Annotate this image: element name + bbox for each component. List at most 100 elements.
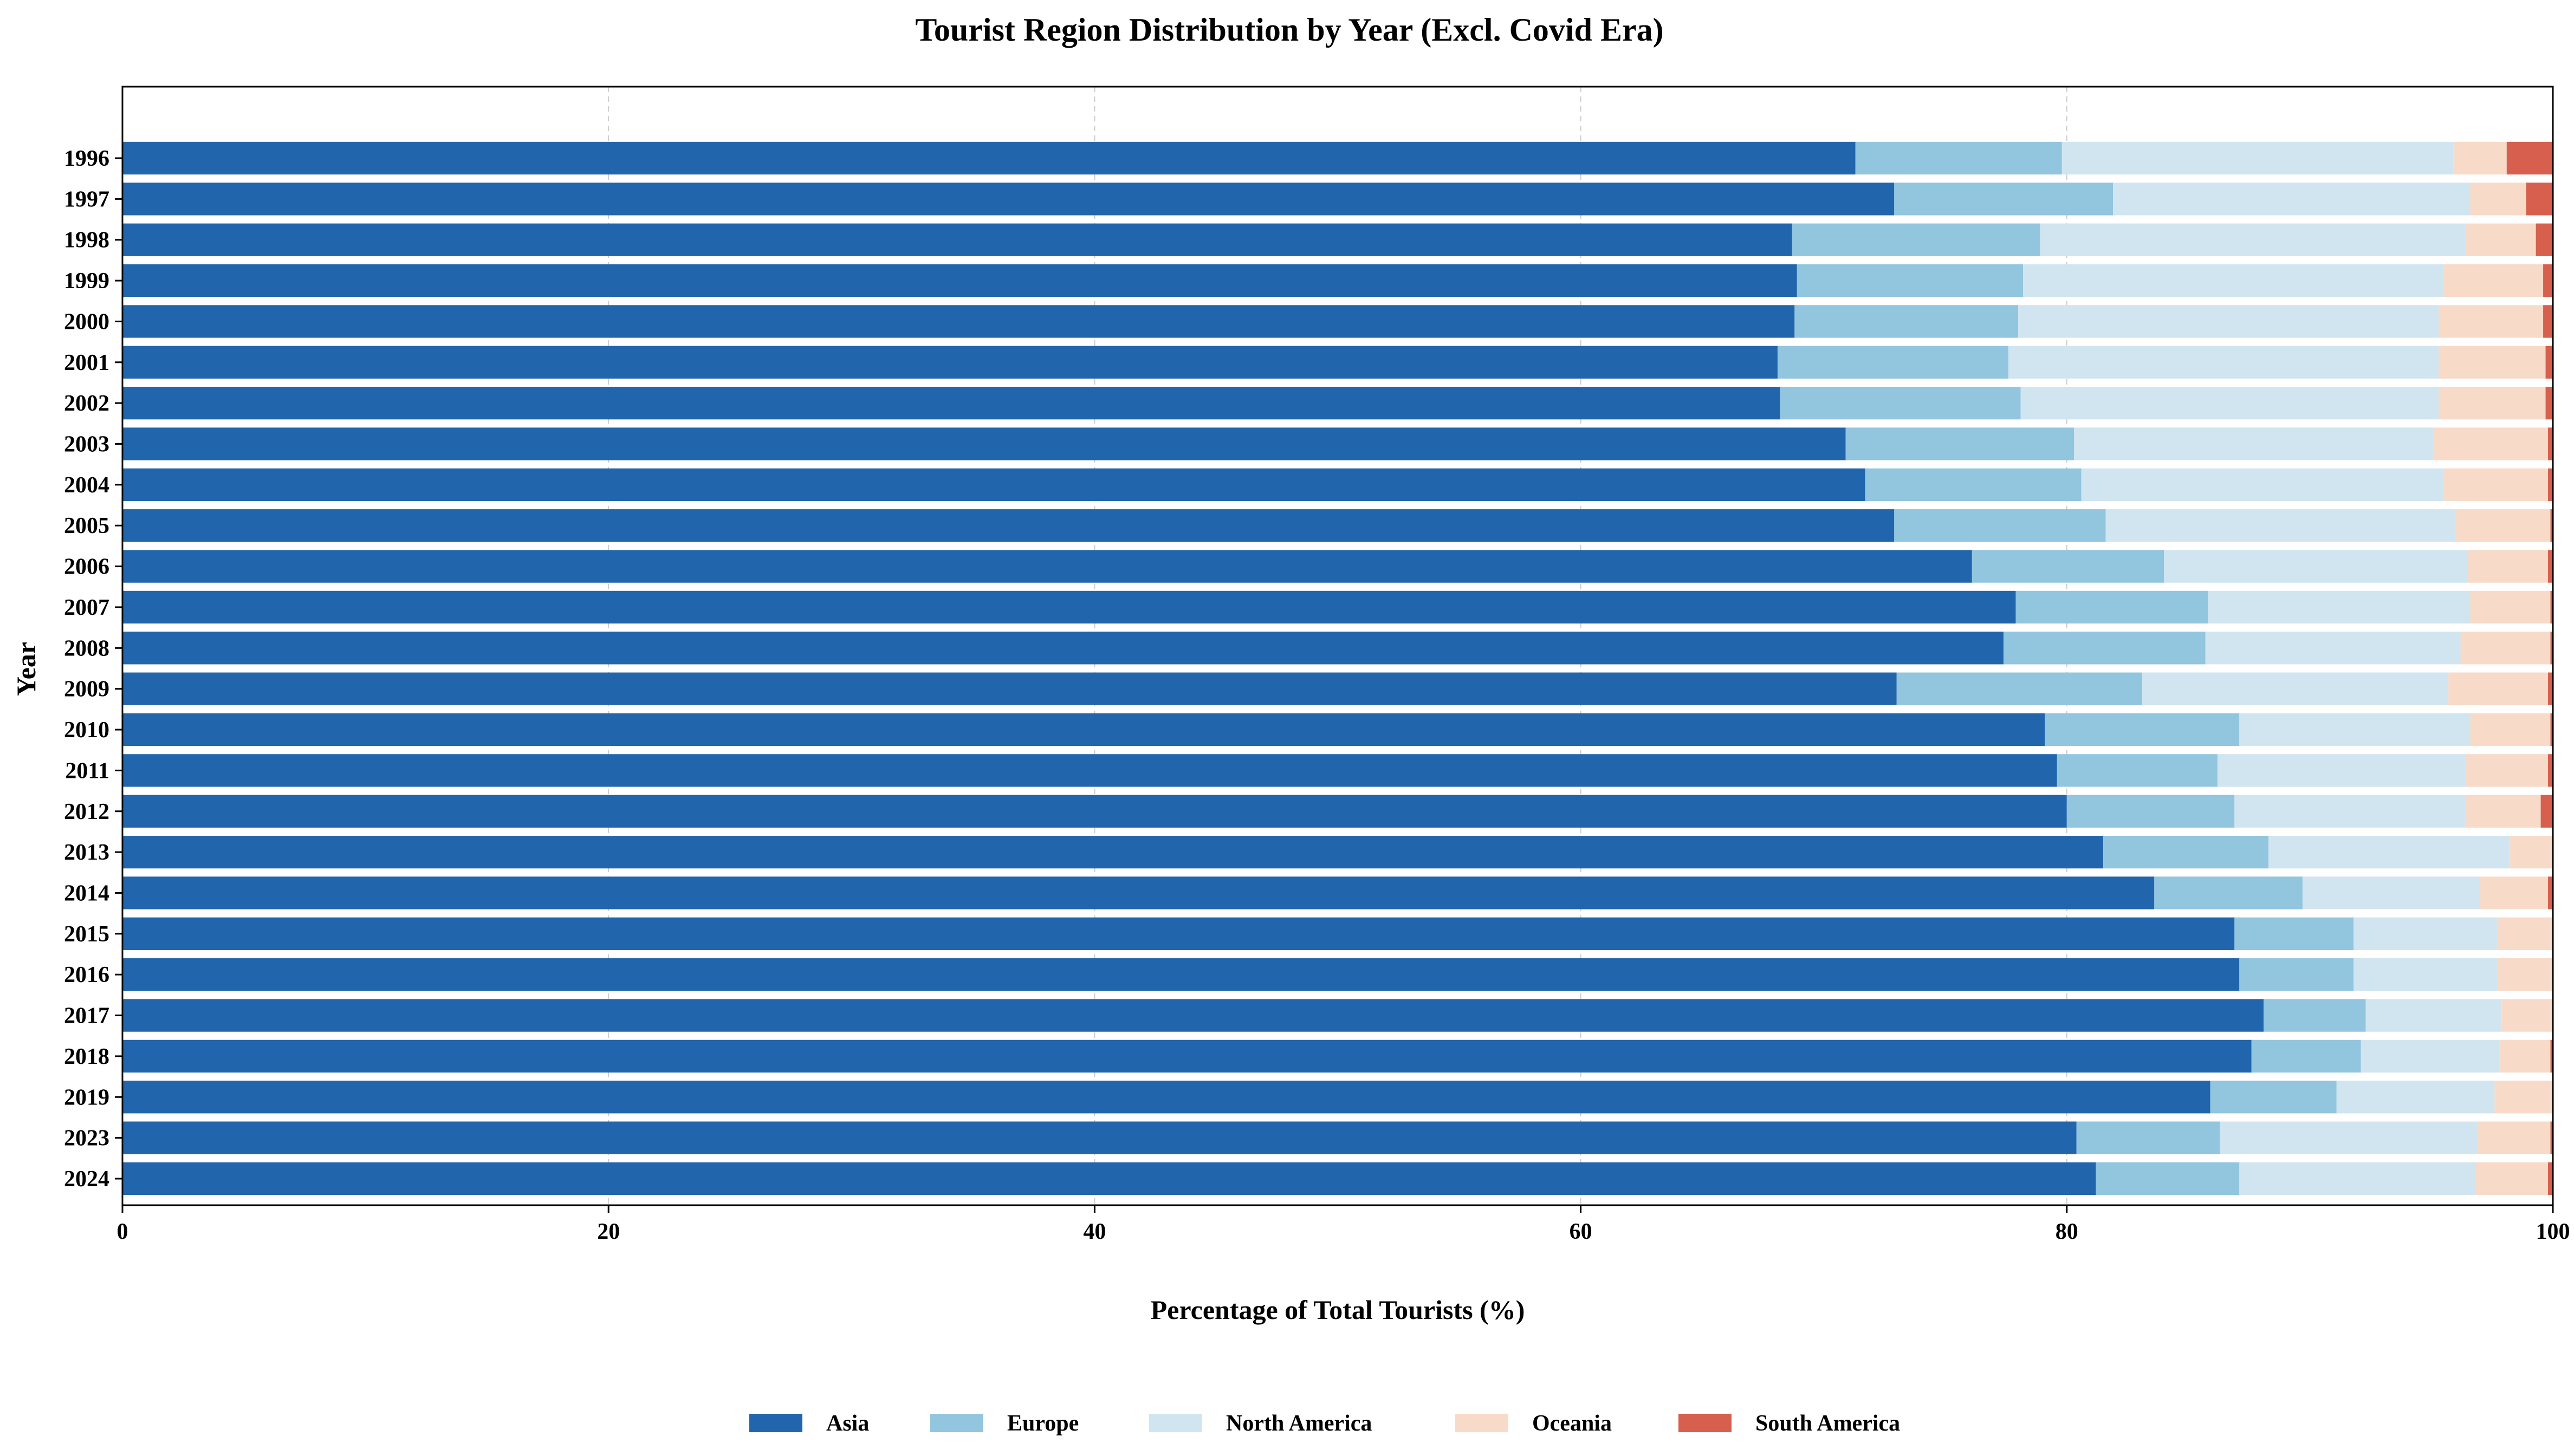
bar-segment bbox=[122, 590, 2016, 624]
bar-segment bbox=[2205, 632, 2461, 665]
y-tick-label: 2014 bbox=[64, 881, 109, 906]
legend-label: Europe bbox=[1007, 1411, 1079, 1436]
bar-segment bbox=[2264, 999, 2366, 1032]
bar-segment bbox=[1777, 346, 2009, 379]
bar-segment bbox=[2439, 305, 2544, 338]
bar-segment bbox=[122, 999, 2264, 1032]
y-tick-label: 2005 bbox=[64, 514, 109, 538]
bar-segment bbox=[2548, 468, 2553, 502]
x-tick-label: 80 bbox=[2056, 1219, 2078, 1244]
y-tick-label: 2013 bbox=[64, 840, 109, 865]
bar-segment bbox=[2497, 958, 2553, 991]
bar-segment bbox=[2336, 1081, 2495, 1114]
bar-segment bbox=[2105, 509, 2456, 542]
y-tick-label: 2012 bbox=[64, 800, 109, 824]
y-tick-label: 1998 bbox=[64, 228, 109, 253]
bar-segment bbox=[1972, 550, 2164, 583]
legend-swatch bbox=[1455, 1414, 1508, 1432]
bar-segment bbox=[2066, 795, 2235, 828]
bar-segment bbox=[2057, 754, 2218, 787]
bar-segment bbox=[2455, 509, 2551, 542]
bar-segment bbox=[2439, 346, 2546, 379]
y-tick-label: 2024 bbox=[64, 1167, 109, 1192]
bar-segment bbox=[1794, 305, 2019, 338]
bar-segment bbox=[1797, 264, 2024, 297]
bar-segment bbox=[1894, 183, 2113, 216]
bar-segment bbox=[2545, 346, 2553, 379]
bar-segment bbox=[122, 1039, 2252, 1073]
bar-segment bbox=[122, 509, 1895, 542]
bar-segment bbox=[2470, 590, 2551, 624]
y-tick-label: 1997 bbox=[64, 187, 109, 212]
legend-label: South America bbox=[1755, 1411, 1900, 1436]
bar-segment bbox=[2234, 917, 2354, 950]
bar-segment bbox=[122, 1162, 2096, 1195]
bar-segment bbox=[2465, 754, 2549, 787]
bar-segment bbox=[2475, 1162, 2549, 1195]
bar-segment bbox=[122, 141, 1856, 175]
bar-segment bbox=[2501, 999, 2553, 1032]
bar-segment bbox=[2550, 509, 2553, 542]
bar-segment bbox=[2467, 550, 2549, 583]
bar-segment bbox=[2004, 632, 2206, 665]
bar-segment bbox=[122, 387, 1780, 420]
legend-label: Oceania bbox=[1532, 1411, 1612, 1436]
bar-segment bbox=[2548, 550, 2553, 583]
bar-segment bbox=[2365, 999, 2502, 1032]
bar-segment bbox=[122, 672, 1897, 705]
legend-swatch bbox=[749, 1414, 802, 1432]
bar-segment bbox=[2465, 223, 2536, 256]
bar-segment bbox=[122, 958, 2240, 991]
bar-segment bbox=[122, 632, 2004, 665]
bar-segment bbox=[122, 264, 1797, 297]
bar-segment bbox=[2470, 713, 2551, 746]
bar-segment bbox=[122, 223, 1792, 256]
x-axis: 0 20 40 60 80 100 bbox=[117, 1205, 2570, 1244]
bar-segment bbox=[122, 305, 1795, 338]
bar-segment bbox=[122, 754, 2057, 787]
bar-segment bbox=[2207, 590, 2471, 624]
bar-segment bbox=[122, 917, 2235, 950]
bar-segment bbox=[1780, 387, 2021, 420]
bar-segment bbox=[2302, 876, 2480, 909]
y-tick-label: 2015 bbox=[64, 922, 109, 947]
bar-segment bbox=[2509, 835, 2553, 869]
bar-segment bbox=[122, 427, 1846, 460]
bar-segment bbox=[122, 1121, 2077, 1154]
x-tick-label: 100 bbox=[2536, 1219, 2570, 1244]
bar-segment bbox=[2550, 632, 2553, 665]
bar-segment bbox=[2239, 958, 2354, 991]
y-tick-label: 2001 bbox=[64, 350, 109, 375]
y-axis-label: Year bbox=[11, 642, 41, 696]
bar-segment bbox=[2480, 876, 2549, 909]
bar-segment bbox=[122, 550, 1972, 583]
bar-segment bbox=[122, 346, 1778, 379]
bar-segment bbox=[2353, 958, 2497, 991]
bar-segment bbox=[2210, 1081, 2337, 1114]
bar-segment bbox=[2550, 1121, 2553, 1154]
y-tick-label: 2006 bbox=[64, 555, 109, 580]
bar-segment bbox=[2164, 550, 2468, 583]
bar-segment bbox=[2361, 1039, 2500, 1073]
x-axis-label: Percentage of Total Tourists (%) bbox=[1151, 1295, 1525, 1325]
bar-segment bbox=[2217, 754, 2466, 787]
bar-segment bbox=[1855, 141, 2062, 175]
bar-segment bbox=[2477, 1121, 2551, 1154]
y-tick-label: 2000 bbox=[64, 309, 109, 334]
bar-segment bbox=[2081, 468, 2444, 502]
legend: Asia Europe North America Oceania South Amer… bbox=[749, 1411, 1900, 1436]
bar-segment bbox=[2353, 917, 2497, 950]
bar-segment bbox=[1845, 427, 2074, 460]
bar-segment bbox=[122, 876, 2155, 909]
bar-segment bbox=[2460, 632, 2551, 665]
y-tick-label: 2023 bbox=[64, 1126, 109, 1151]
bar-segment bbox=[122, 795, 2067, 828]
x-tick-label: 20 bbox=[597, 1219, 620, 1244]
bar-segment bbox=[2251, 1039, 2361, 1073]
bar-segment bbox=[2040, 223, 2466, 256]
y-tick-label: 2003 bbox=[64, 432, 109, 457]
y-tick-label: 2004 bbox=[64, 473, 109, 498]
bar-segment bbox=[122, 713, 2045, 746]
x-tick-label: 0 bbox=[117, 1219, 128, 1244]
bar-segment bbox=[2497, 917, 2553, 950]
